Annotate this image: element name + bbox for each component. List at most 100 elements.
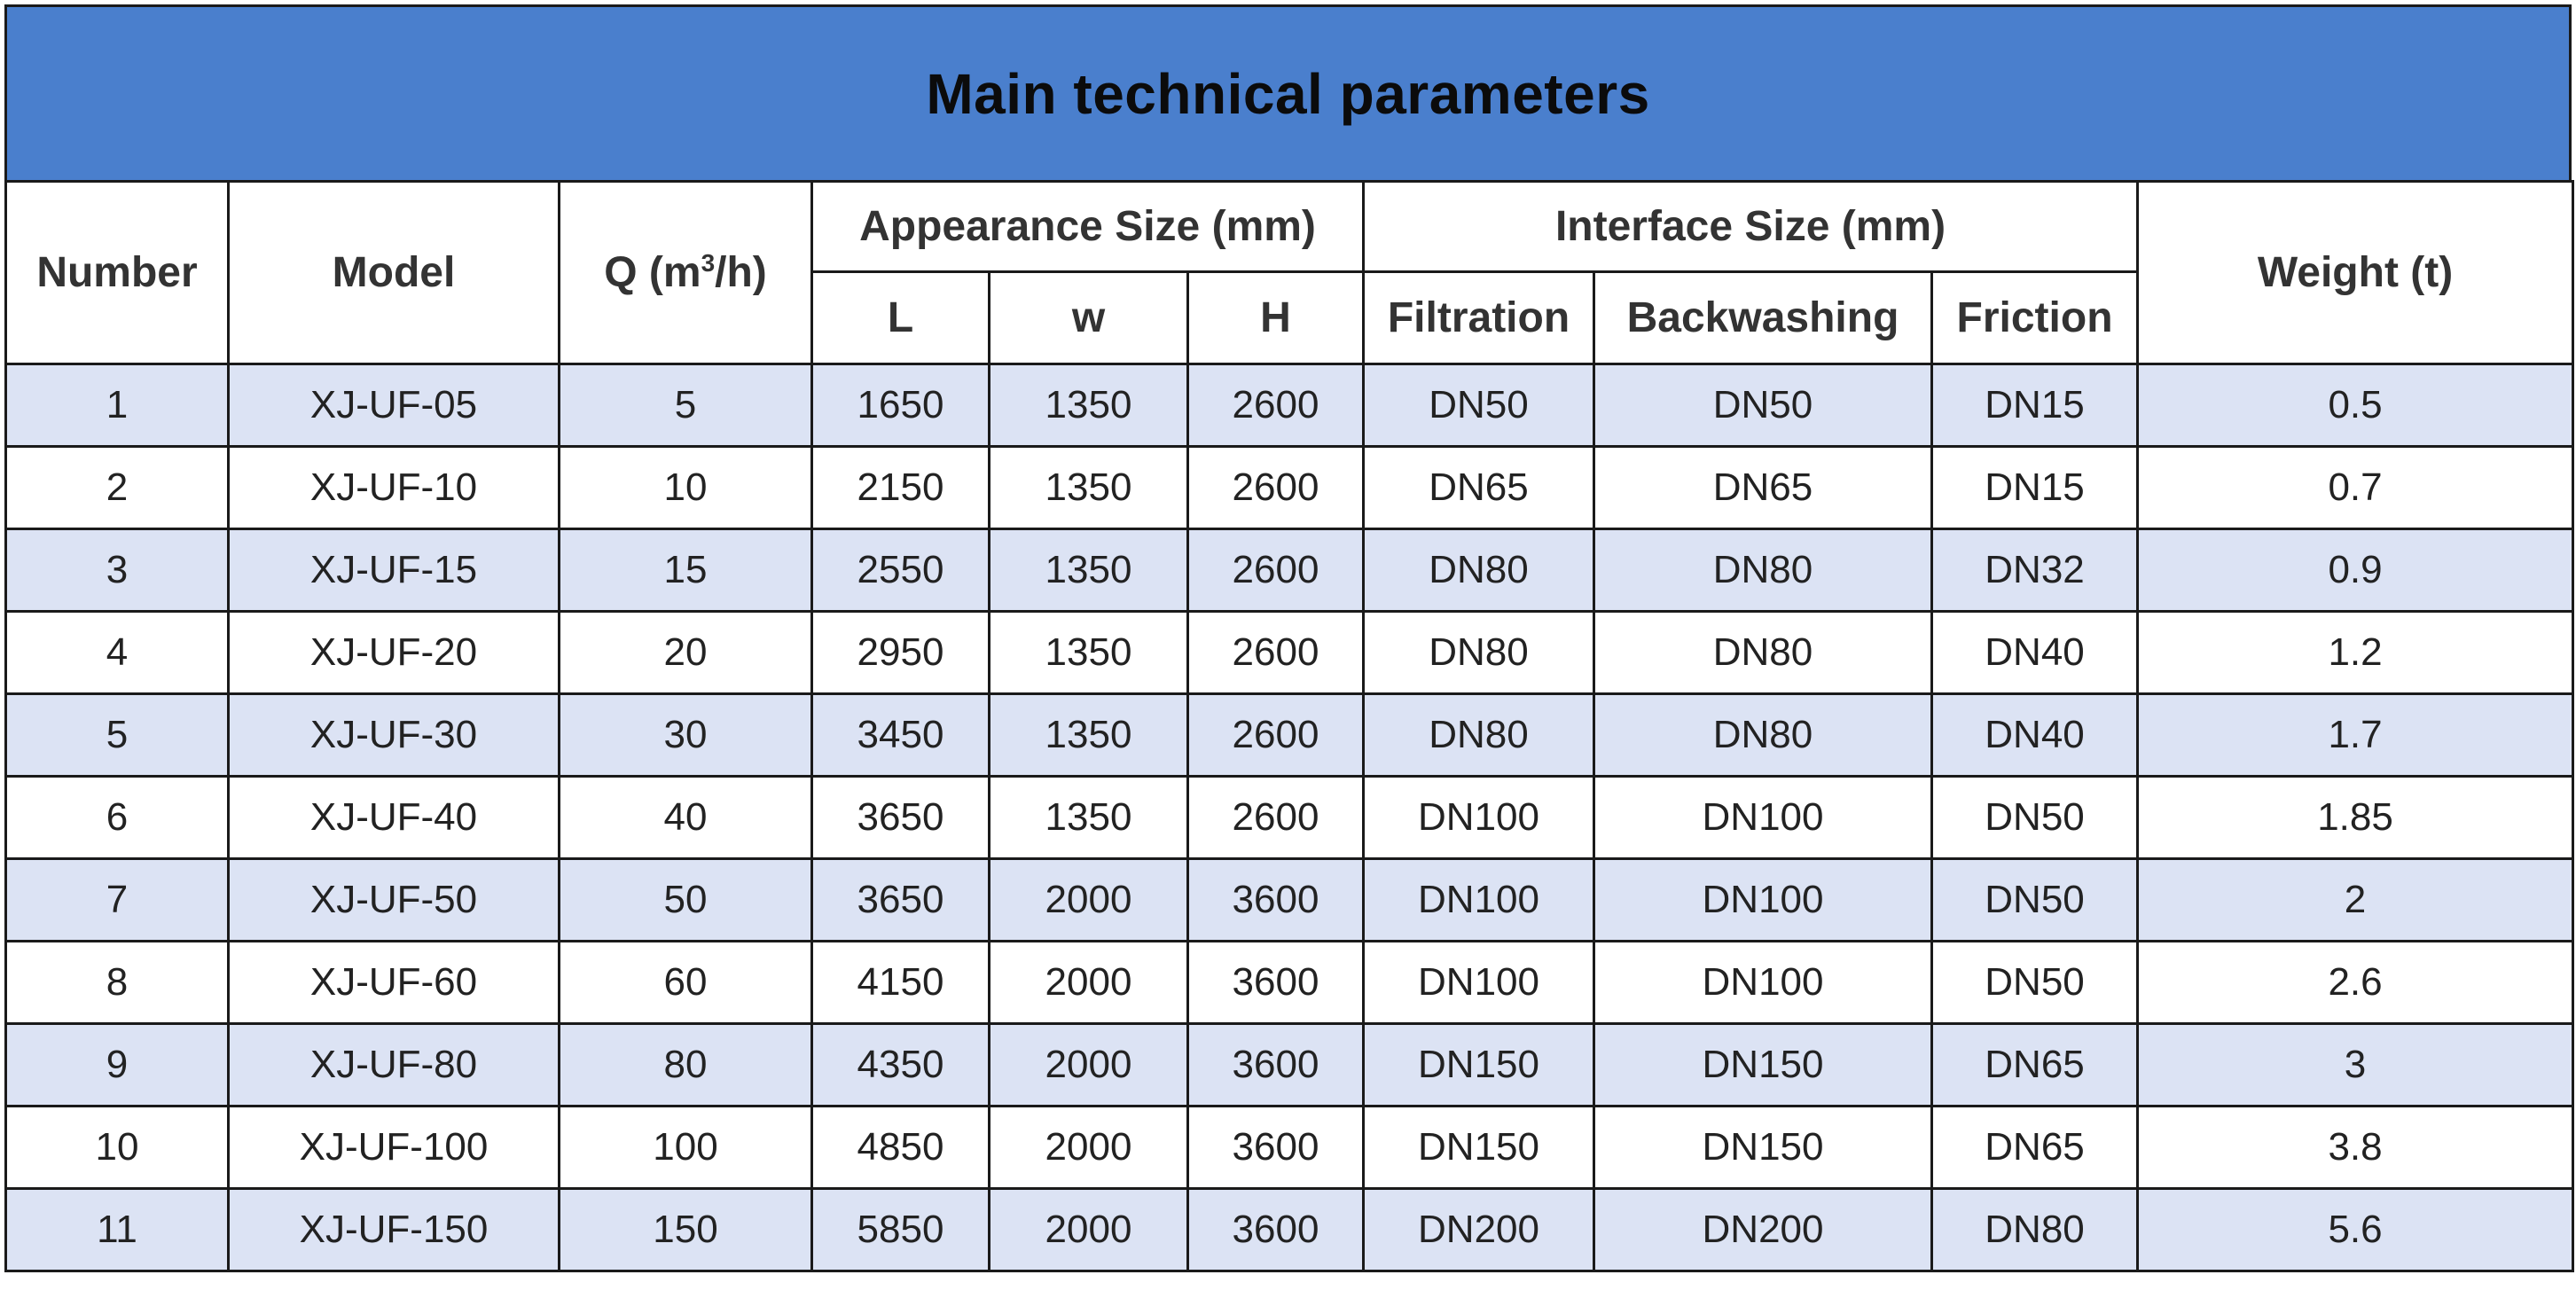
cell-backwashing: DN150 [1593,1105,1933,1190]
cell-width: 2000 [988,1105,1189,1190]
cell-length: 1650 [810,363,990,448]
cell-flow-rate: 60 [558,940,813,1025]
cell-number: 2 [4,445,230,530]
header-weight: Weight (t) [2136,180,2575,365]
cell-filtration: DN100 [1362,775,1595,860]
header-appearance-size: Appearance Size (mm) [810,180,1365,273]
table-row: 8 XJ-UF-60 60 4150 2000 3600 DN100 DN100 DN50 2.6 [4,940,2575,1025]
cell-friction: DN65 [1930,1022,2140,1107]
cell-number: 3 [4,528,230,613]
cell-flow-rate: 30 [558,692,813,778]
header-flow-rate-prefix: Q (m [604,249,701,296]
cell-weight: 1.7 [2136,692,2575,778]
header-row-secondary: L w H Filtration Backwashing Friction [6,270,2573,365]
cell-weight: 0.7 [2136,445,2575,530]
cell-width: 1350 [988,363,1189,448]
cell-length: 2550 [810,528,990,613]
cell-width: 2000 [988,1022,1189,1107]
cell-friction: DN32 [1930,528,2140,613]
cell-width: 1350 [988,445,1189,530]
cell-number: 1 [4,363,230,448]
cell-backwashing: DN150 [1593,1022,1933,1107]
cell-length: 3450 [810,692,990,778]
header-flow-rate: Q (m3/h) [558,180,813,365]
cell-length: 4350 [810,1022,990,1107]
cell-weight: 2 [2136,857,2575,942]
cell-weight: 1.2 [2136,610,2575,695]
header-filtration: Filtration [1362,270,1595,365]
cell-friction: DN65 [1930,1105,2140,1190]
cell-filtration: DN150 [1362,1022,1595,1107]
cell-weight: 2.6 [2136,940,2575,1025]
cell-length: 2950 [810,610,990,695]
cell-friction: DN40 [1930,692,2140,778]
cell-model: XJ-UF-15 [227,528,560,613]
cell-weight: 3 [2136,1022,2575,1107]
cell-flow-rate: 100 [558,1105,813,1190]
cell-height: 2600 [1186,692,1365,778]
table-row: 9 XJ-UF-80 80 4350 2000 3600 DN150 DN150 DN65 3 [4,1022,2575,1107]
cell-flow-rate: 15 [558,528,813,613]
cell-model: XJ-UF-05 [227,363,560,448]
cell-flow-rate: 40 [558,775,813,860]
table-header: Number Model Q (m3/h) Appearance Size (m… [4,180,2575,365]
cell-weight: 3.8 [2136,1105,2575,1190]
header-flow-rate-suffix: /h) [715,249,767,296]
cell-height: 3600 [1186,1022,1365,1107]
cell-height: 2600 [1186,363,1365,448]
cell-number: 10 [4,1105,230,1190]
cell-height: 2600 [1186,610,1365,695]
cell-width: 1350 [988,775,1189,860]
cell-friction: DN80 [1930,1187,2140,1272]
cell-number: 11 [4,1187,230,1272]
cell-flow-rate: 20 [558,610,813,695]
cell-backwashing: DN200 [1593,1187,1933,1272]
cell-backwashing: DN100 [1593,940,1933,1025]
cell-width: 2000 [988,940,1189,1025]
cell-length: 5850 [810,1187,990,1272]
header-width: w [988,270,1189,365]
cell-width: 2000 [988,857,1189,942]
table-row: 3 XJ-UF-15 15 2550 1350 2600 DN80 DN80 DN32 0.9 [4,528,2575,613]
cell-length: 3650 [810,857,990,942]
header-number: Number [4,180,230,365]
table-row: 10 XJ-UF-100 100 4850 2000 3600 DN150 DN150 DN65… [4,1105,2575,1190]
cell-model: XJ-UF-30 [227,692,560,778]
cell-weight: 0.9 [2136,528,2575,613]
cell-friction: DN50 [1930,940,2140,1025]
cell-backwashing: DN80 [1593,610,1933,695]
cell-filtration: DN200 [1362,1187,1595,1272]
cell-filtration: DN80 [1362,692,1595,778]
cell-model: XJ-UF-20 [227,610,560,695]
cell-flow-rate: 150 [558,1187,813,1272]
parameters-table: Number Model Q (m3/h) Appearance Size (m… [4,180,2575,1272]
cell-weight: 1.85 [2136,775,2575,860]
cell-backwashing: DN80 [1593,528,1933,613]
title-banner: Main technical parameters [4,4,2572,183]
cell-number: 4 [4,610,230,695]
cell-model: XJ-UF-80 [227,1022,560,1107]
cell-height: 2600 [1186,528,1365,613]
cell-height: 3600 [1186,1187,1365,1272]
cell-width: 1350 [988,610,1189,695]
header-friction: Friction [1930,270,2140,365]
table-row: 6 XJ-UF-40 40 3650 1350 2600 DN100 DN100 DN50 1.8… [4,775,2575,860]
cell-length: 4850 [810,1105,990,1190]
cell-number: 9 [4,1022,230,1107]
table-row: 7 XJ-UF-50 50 3650 2000 3600 DN100 DN100 DN50 2 [4,857,2575,942]
header-interface-size: Interface Size (mm) [1361,180,2140,273]
table-row: 4 XJ-UF-20 20 2950 1350 2600 DN80 DN80 DN40 1.2 [4,610,2575,695]
cell-filtration: DN100 [1362,857,1595,942]
table-row: 5 XJ-UF-30 30 3450 1350 2600 DN80 DN80 DN40 1.7 [4,692,2575,778]
table-body: 1 XJ-UF-05 5 1650 1350 2600 DN50 DN50 DN15 0.5 2 XJ… [4,363,2575,1272]
cell-weight: 0.5 [2136,363,2575,448]
parameters-sheet: Main technical parameters Number Model Q… [4,4,2575,1302]
cell-length: 3650 [810,775,990,860]
cell-flow-rate: 5 [558,363,813,448]
header-length: L [810,270,990,365]
cell-filtration: DN80 [1362,610,1595,695]
cell-weight: 5.6 [2136,1187,2575,1272]
cell-filtration: DN150 [1362,1105,1595,1190]
cell-friction: DN50 [1930,857,2140,942]
cell-number: 6 [4,775,230,860]
